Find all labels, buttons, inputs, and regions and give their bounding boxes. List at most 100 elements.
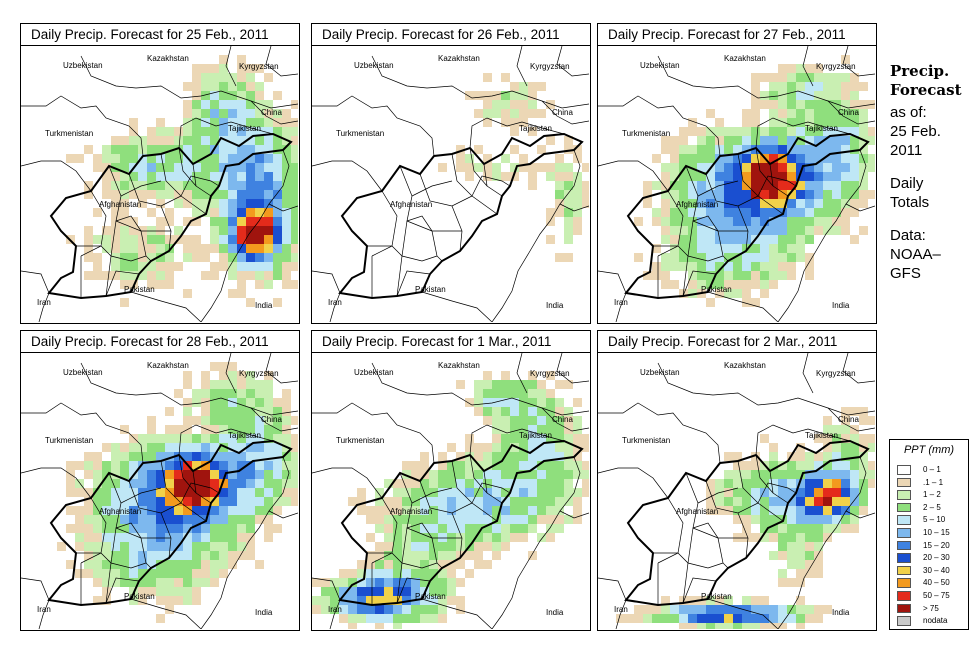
precip-cell: [742, 605, 751, 614]
precip-cell: [787, 560, 796, 569]
precip-cell: [228, 271, 237, 280]
precip-cell: [555, 416, 564, 425]
precip-cell: [219, 154, 228, 163]
province-border: [115, 522, 171, 539]
precip-cell: [183, 190, 192, 199]
precip-cell: [84, 235, 93, 244]
precip-cell: [438, 569, 447, 578]
precip-cell: [228, 389, 237, 398]
precip-cell: [366, 533, 375, 542]
precip-cell: [832, 479, 841, 488]
precip-cell: [456, 506, 465, 515]
precip-cell: [510, 497, 519, 506]
precip-cell: [138, 506, 147, 515]
precip-cell: [634, 253, 643, 262]
precip-cell: [832, 172, 841, 181]
precip-cell: [546, 497, 555, 506]
precip-cell: [670, 262, 679, 271]
precip-cell: [219, 524, 228, 533]
precip-cell: [438, 533, 447, 542]
precip-cell: [246, 479, 255, 488]
precip-cell: [555, 506, 564, 515]
precip-cell: [282, 244, 291, 253]
country-border: [250, 407, 298, 432]
precip-cell: [528, 82, 537, 91]
precip-cell: [546, 461, 555, 470]
precip-cell: [643, 181, 652, 190]
province-border: [180, 175, 220, 197]
precip-cell: [823, 118, 832, 127]
precip-cell: [796, 605, 805, 614]
precip-cell: [429, 569, 438, 578]
precip-cell: [138, 199, 147, 208]
precip-cell: [537, 145, 546, 154]
precip-cell: [492, 533, 501, 542]
precip-cell: [510, 434, 519, 443]
precip-cell: [201, 407, 210, 416]
precip-cell: [805, 569, 814, 578]
precip-cell: [760, 524, 769, 533]
precip-cell: [742, 524, 751, 533]
precip-cell: [111, 226, 120, 235]
precip-cell: [814, 569, 823, 578]
precip-cell: [273, 271, 282, 280]
precip-cell: [823, 470, 832, 479]
precip-cell: [111, 560, 120, 569]
precip-cell: [111, 172, 120, 181]
precip-cell: [264, 533, 273, 542]
precip-cell: [438, 479, 447, 488]
precip-cell: [742, 515, 751, 524]
precip-cell: [273, 253, 282, 262]
precip-cell: [859, 470, 868, 479]
precip-cell: [564, 217, 573, 226]
precip-cell: [291, 163, 298, 172]
precip-cell: [537, 163, 546, 172]
precip-cell: [165, 578, 174, 587]
precip-cell: [670, 253, 679, 262]
precip-cell: [760, 289, 769, 298]
precip-cell: [823, 190, 832, 199]
precip-cell: [192, 569, 201, 578]
precip-cell: [375, 605, 384, 614]
precip-cell: [465, 452, 474, 461]
precip-cell: [796, 515, 805, 524]
legend-swatch: [897, 515, 911, 525]
precip-cell: [742, 506, 751, 515]
precip-cell: [537, 398, 546, 407]
precip-cell: [823, 136, 832, 145]
precip-cell: [537, 407, 546, 416]
precip-cell: [138, 461, 147, 470]
precip-cell: [796, 127, 805, 136]
precip-cell: [751, 190, 760, 199]
precip-cell: [796, 479, 805, 488]
precip-cell: [93, 524, 102, 533]
precip-cell: [823, 172, 832, 181]
precip-cell: [661, 605, 670, 614]
precip-cell: [555, 190, 564, 199]
precip-cell: [483, 524, 492, 533]
legend-label: 5 – 10: [923, 515, 946, 525]
precip-cell: [237, 497, 246, 506]
precip-cell: [483, 172, 492, 181]
precip-cell: [751, 461, 760, 470]
precip-cell: [219, 533, 228, 542]
precip-cell: [483, 91, 492, 100]
precip-cell: [210, 488, 219, 497]
precip-cell: [174, 569, 183, 578]
precip-cell: [796, 73, 805, 82]
precip-cell: [841, 407, 850, 416]
province-border: [80, 190, 107, 257]
province-border: [692, 522, 748, 539]
precip-cell: [769, 271, 778, 280]
precip-cell: [273, 488, 282, 497]
precip-cell: [156, 560, 165, 569]
precip-cell: [778, 64, 787, 73]
precip-cell: [264, 389, 273, 398]
precip-cell: [492, 524, 501, 533]
precip-cell: [264, 145, 273, 154]
precip-cell: [210, 181, 219, 190]
precip-cell: [769, 623, 778, 629]
map-label-pakistan: Pakistan: [124, 592, 155, 601]
precip-cell: [237, 289, 246, 298]
precip-cell: [706, 172, 715, 181]
